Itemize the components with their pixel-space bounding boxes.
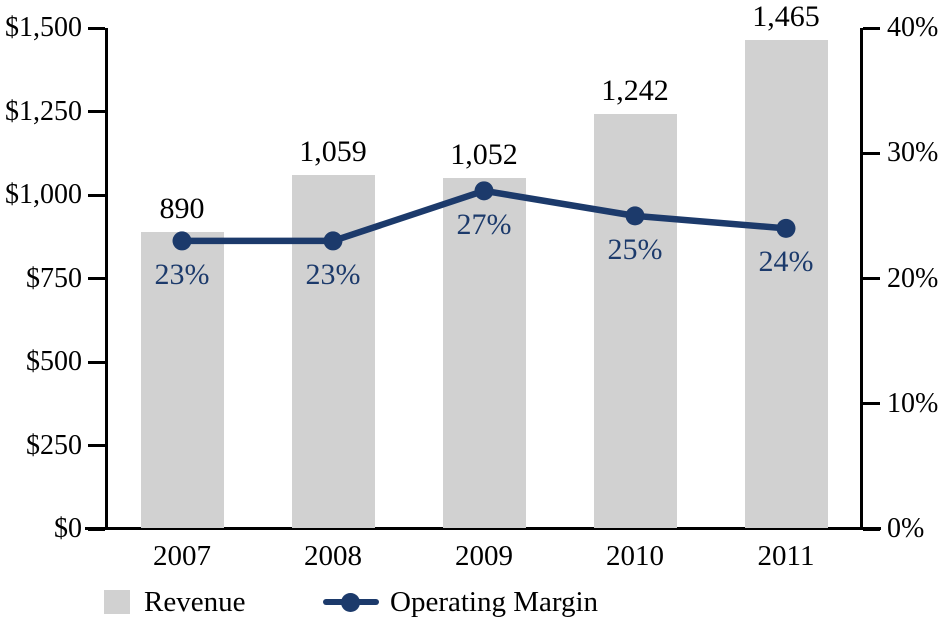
legend-swatch-revenue <box>104 590 130 614</box>
left-axis-label: $250 <box>26 429 82 461</box>
revenue-bar <box>744 39 828 528</box>
right-axis-tick <box>863 151 880 155</box>
bar-value-label: 1,465 <box>752 0 820 33</box>
right-axis-tick <box>863 402 880 406</box>
right-axis-tick <box>863 26 880 30</box>
margin-value-label: 25% <box>607 232 663 266</box>
x-axis-label-2011: 2011 <box>757 540 815 572</box>
x-axis-label-2009: 2009 <box>455 540 513 572</box>
bar-value-label: 890 <box>159 191 205 225</box>
left-axis-tick <box>88 277 105 280</box>
left-axis-label: $1,000 <box>5 179 82 210</box>
left-axis-tick <box>88 26 105 30</box>
right-axis-label: 20% <box>887 262 939 294</box>
margin-value-label: 24% <box>758 245 814 279</box>
revenue-bar <box>291 175 375 528</box>
legend: Revenue Operating Margin <box>0 583 944 624</box>
margin-value-label: 27% <box>456 207 512 241</box>
right-axis-label: 40% <box>887 12 939 43</box>
margin-value-label: 23% <box>154 257 210 291</box>
left-axis-label: $0 <box>54 513 82 544</box>
left-axis-tick <box>88 360 105 364</box>
right-axis-tick <box>863 527 880 531</box>
revenue-bar <box>140 231 224 528</box>
legend-dot-icon <box>341 593 360 612</box>
x-axis-label-2010: 2010 <box>606 540 664 572</box>
left-axis-label: $1,500 <box>5 12 82 43</box>
right-axis-label: 10% <box>887 387 939 419</box>
left-axis-label: $750 <box>26 262 82 294</box>
legend-label-operating-margin: Operating Margin <box>390 586 599 618</box>
revenue-bar <box>593 114 677 528</box>
left-axis-label: $1,250 <box>5 95 82 127</box>
right-axis-label: 30% <box>887 137 939 169</box>
left-axis-tick <box>88 110 105 113</box>
bar-value-label: 1,052 <box>450 137 518 171</box>
y-axis-right <box>860 28 863 530</box>
y-axis-left <box>105 28 108 530</box>
x-axis-label-2007: 2007 <box>153 540 211 572</box>
margin-value-label: 23% <box>305 257 361 291</box>
right-axis-tick <box>863 277 880 280</box>
legend-label-revenue: Revenue <box>144 586 246 618</box>
left-axis-tick <box>88 193 105 197</box>
left-axis-tick <box>88 527 105 531</box>
bar-value-label: 1,059 <box>299 135 367 169</box>
bar-value-label: 1,242 <box>601 74 669 108</box>
right-axis-label: 0% <box>887 513 925 544</box>
left-axis-tick <box>88 444 105 447</box>
x-axis-label-2008: 2008 <box>304 540 362 572</box>
left-axis-label: $500 <box>26 346 82 377</box>
x-axis <box>85 527 881 530</box>
